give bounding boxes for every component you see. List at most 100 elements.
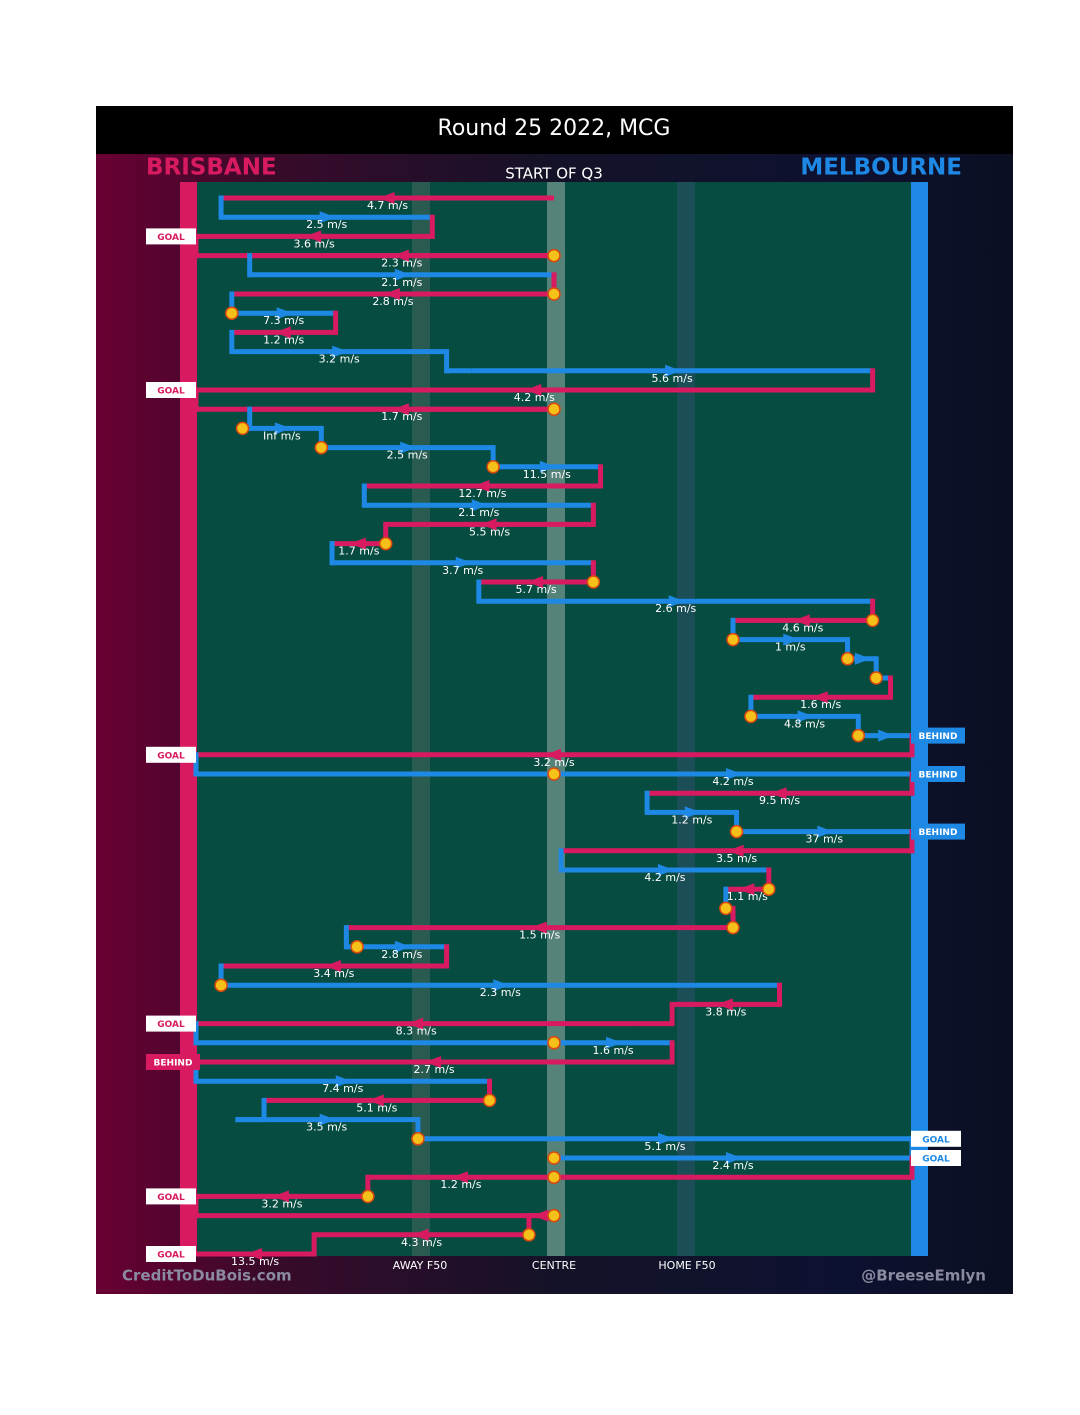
direction-arrow [817, 825, 834, 838]
speed-label: 13.5 m/s [231, 1255, 279, 1268]
speed-label: 3.2 m/s [261, 1197, 302, 1210]
direction-arrow [400, 441, 417, 454]
speed-label: 1.6 m/s [592, 1044, 633, 1057]
speed-label: 1.7 m/s [338, 545, 379, 558]
direction-arrow [726, 1152, 742, 1164]
direction-arrow [793, 614, 810, 627]
away-f50-band [412, 182, 430, 1256]
direction-arrow [770, 787, 787, 800]
speed-label: Inf m/s [263, 429, 301, 442]
speed-label: 3.4 m/s [313, 967, 354, 980]
possession-start-marker [547, 1036, 561, 1050]
direction-arrow [606, 1036, 623, 1049]
speed-label: 3.5 m/s [306, 1121, 347, 1134]
speed-label: 1.2 m/s [263, 333, 304, 346]
speed-label: 4.6 m/s [782, 621, 823, 634]
speed-label: 4.2 m/s [712, 775, 753, 788]
direction-arrow [530, 921, 547, 934]
possession-start-marker [744, 709, 758, 724]
speed-label: 12.7 m/s [458, 487, 506, 500]
score-tag-label: BEHIND [919, 828, 958, 838]
quarter-label: START OF Q3 [505, 165, 603, 183]
speed-label: 5.7 m/s [516, 583, 557, 596]
direction-arrow [657, 864, 674, 876]
centre-band [547, 182, 565, 1256]
direction-arrow [539, 460, 556, 473]
direction-arrow [480, 518, 497, 531]
melbourne-team-label: MELBOURNE [800, 155, 962, 181]
speed-label: 7.3 m/s [263, 314, 304, 327]
speed-label: 2.8 m/s [372, 295, 413, 308]
speed-label: 4.7 m/s [367, 199, 408, 212]
speed-label: 1.2 m/s [671, 813, 712, 826]
direction-arrow [425, 1056, 442, 1068]
direction-arrow [811, 691, 828, 704]
speed-label: 8.3 m/s [396, 1025, 437, 1038]
speed-label: 3.8 m/s [705, 1005, 746, 1018]
score-tag [911, 823, 965, 840]
score-tag [146, 1054, 200, 1070]
score-tag [146, 228, 196, 245]
possession-start-marker [522, 1228, 536, 1242]
score-tag-label: GOAL [157, 751, 185, 761]
score-tag-label: GOAL [922, 1155, 950, 1165]
speed-label: 4.8 m/s [784, 717, 825, 730]
possession-start-marker [486, 460, 500, 474]
direction-arrow [332, 345, 349, 358]
speed-label: 2.3 m/s [480, 986, 521, 999]
speed-label: 1.7 m/s [381, 410, 422, 423]
direction-arrow [726, 768, 742, 780]
possession-start-marker [214, 978, 228, 992]
score-tag-label: BEHIND [919, 771, 958, 781]
possession-start-marker [547, 767, 561, 781]
speed-label: 4.3 m/s [401, 1236, 442, 1249]
direction-arrow [797, 710, 814, 723]
possession-start-marker [726, 920, 740, 935]
possession-start-marker [586, 575, 601, 589]
direction-arrow [455, 556, 472, 569]
speed-label: 2.5 m/s [306, 218, 347, 231]
speed-label: 5.1 m/s [644, 1140, 685, 1153]
direction-arrow [738, 883, 755, 896]
possession-start-marker [547, 248, 561, 263]
score-tag-label: GOAL [157, 387, 185, 397]
score-tag [146, 1015, 196, 1032]
possession-start-marker [547, 1170, 561, 1184]
direction-arrow [394, 268, 411, 281]
direction-arrow [525, 384, 542, 396]
direction-arrow [451, 1171, 468, 1184]
direction-arrow [392, 403, 409, 416]
speed-label: 5.6 m/s [652, 372, 693, 385]
direction-arrow [783, 633, 800, 646]
possession-markers [214, 248, 883, 1242]
home-f50-band [677, 182, 695, 1256]
speed-label: 9.5 m/s [759, 794, 800, 807]
speed-label: 1 m/s [775, 641, 806, 654]
direction-arrow [527, 576, 544, 588]
direction-arrow [493, 979, 510, 992]
direction-arrow [727, 844, 744, 857]
direction-arrow [383, 288, 400, 300]
direction-arrow [716, 998, 733, 1011]
speed-label: 4.2 m/s [514, 391, 555, 404]
speed-label: 2.8 m/s [381, 948, 422, 961]
possession-start-marker [547, 1208, 561, 1223]
direction-arrow [246, 1248, 263, 1260]
score-tag [911, 1130, 961, 1147]
speed-label: 11.5 m/s [523, 468, 571, 481]
credit-right: @BreeseEmlyn [861, 1267, 986, 1285]
speed-label: 2.1 m/s [381, 276, 422, 289]
speed-label: 1.5 m/s [519, 929, 560, 942]
direction-arrow [668, 595, 685, 608]
possession-start-marker [869, 671, 883, 685]
score-tag [911, 727, 965, 744]
direction-arrow [324, 960, 341, 972]
possession-start-marker [865, 613, 880, 628]
direction-arrow [274, 422, 291, 435]
possession-start-marker [762, 882, 776, 896]
direction-arrow [394, 940, 411, 953]
score-tag [911, 766, 965, 782]
speed-label: 7.4 m/s [322, 1082, 363, 1095]
possession-start-marker [840, 652, 855, 666]
speed-label: 3.7 m/s [442, 564, 483, 577]
